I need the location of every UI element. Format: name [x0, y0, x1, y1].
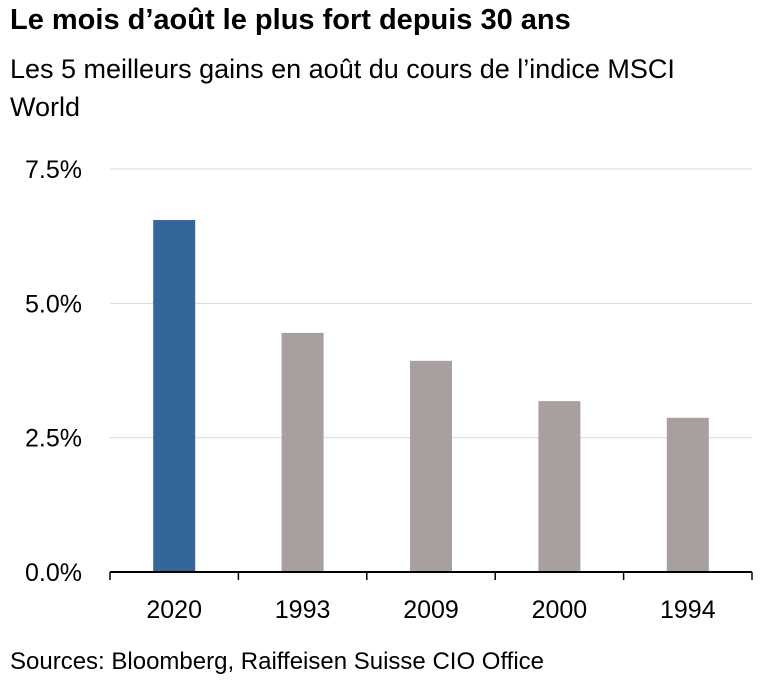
x-tick-label: 2000 — [532, 596, 588, 624]
y-tick-label: 2.5% — [25, 425, 82, 453]
bar-1993 — [281, 332, 324, 572]
y-tick-label: 0.0% — [25, 559, 82, 587]
y-axis-ticks: 0.0% 2.5% 5.0% 7.5% — [25, 156, 82, 587]
x-tick-label: 1993 — [275, 596, 331, 624]
bar-2009 — [410, 360, 452, 572]
bar-2020 — [153, 220, 196, 572]
bar-1994 — [666, 417, 709, 572]
y-tick-label: 7.5% — [25, 156, 82, 184]
bar-2000 — [538, 401, 581, 572]
source-note: Sources: Bloomberg, Raiffeisen Suisse CI… — [10, 648, 545, 675]
chart-title: Le mois d’août le plus fort depuis 30 an… — [10, 4, 571, 36]
x-tick-label: 1994 — [660, 596, 716, 624]
x-tick-label: 2020 — [146, 596, 202, 624]
x-tick-label: 2009 — [403, 596, 459, 624]
x-axis-ticks: 2020 1993 2009 2000 1994 — [146, 596, 715, 624]
x-axis — [109, 571, 753, 580]
bars — [153, 220, 709, 572]
chart-subtitle: Les 5 meilleurs gains en août du cours d… — [10, 54, 675, 122]
y-tick-label: 5.0% — [25, 290, 82, 318]
